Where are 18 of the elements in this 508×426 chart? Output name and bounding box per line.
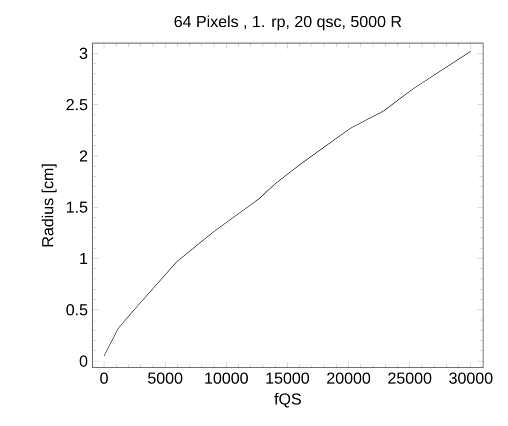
y-axis-title: Radius [cm] — [42, 164, 57, 246]
x-tick-label: 30000 — [449, 372, 492, 384]
x-tick-label: 25000 — [388, 372, 432, 384]
chart-title: 64 Pixels , 1. rp, 20 qsc, 5000 R — [174, 15, 402, 30]
y-tick-label: 0.5 — [66, 304, 88, 316]
x-axis-title: fQS — [274, 392, 301, 408]
x-tick-label: 5000 — [148, 372, 182, 384]
y-tick-label: 2 — [80, 150, 88, 162]
x-tick-label: 0 — [100, 372, 108, 384]
y-tick-label: 0 — [80, 355, 88, 367]
x-tick-label: 15000 — [266, 372, 310, 384]
y-tick-label: 1 — [80, 252, 88, 264]
x-tick-label: 10000 — [205, 372, 248, 384]
line-series — [104, 51, 472, 356]
x-tick-label: 20000 — [327, 372, 370, 384]
y-tick-label: 3 — [80, 48, 88, 59]
y-tick-label: 1.5 — [66, 202, 88, 213]
y-tick-label: 2.5 — [66, 98, 88, 110]
